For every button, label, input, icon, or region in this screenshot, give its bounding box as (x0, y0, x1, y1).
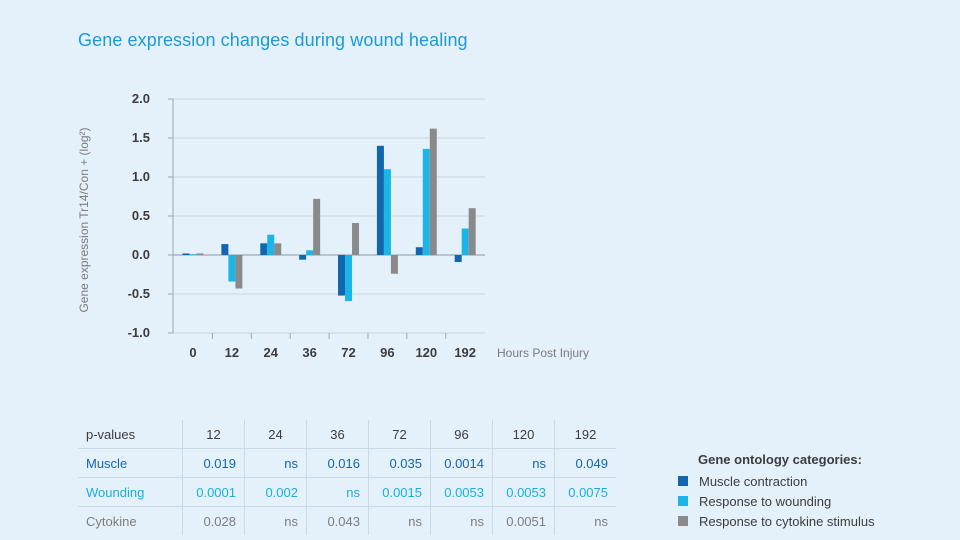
bar-1-120 (422, 148, 430, 255)
table-cell: 0.0014 (430, 448, 493, 478)
table-cell: 0.028 (182, 506, 245, 535)
bar-1-36 (306, 250, 314, 255)
table-row: Muscle 0.019 ns 0.016 0.035 0.0014 ns 0.049 (78, 448, 616, 478)
table-cell: ns (244, 448, 307, 478)
chart-title: Gene expression changes during wound hea… (78, 30, 468, 50)
bar-2-36 (313, 198, 321, 255)
table-header-cell: 120 (492, 420, 555, 449)
legend-swatch (678, 516, 688, 526)
table-header-row: p-values 12 24 36 72 96 120 192 (78, 420, 616, 449)
y-tick-label: 1.5 (132, 130, 150, 145)
table-header-cell: p-values (78, 420, 183, 449)
table-cell: 0.049 (554, 448, 616, 478)
y-tick-label: 2.0 (132, 91, 150, 106)
bar-2-120 (429, 128, 437, 255)
x-tick-label: 0 (189, 345, 196, 360)
table-cell: ns (430, 506, 493, 535)
bar-1-24 (267, 234, 275, 255)
x-axis-label: Hours Post Injury (497, 346, 589, 360)
table-cell: 0.016 (306, 448, 369, 478)
table-cell: 0.0051 (492, 506, 555, 535)
bar-0-12 (221, 244, 229, 255)
x-tick-label: 72 (341, 345, 355, 360)
bar-2-72 (352, 223, 360, 255)
table-row-label: Cytokine (86, 513, 137, 529)
legend-label: Response to wounding (699, 493, 832, 509)
x-tick-label: 120 (415, 345, 437, 360)
gridlines (168, 98, 485, 339)
legend: Gene ontology categories: Muscle contrac… (678, 452, 875, 531)
bar-2-12 (235, 255, 243, 289)
legend-label: Response to cytokine stimulus (699, 513, 875, 529)
bar-0-192 (454, 255, 462, 263)
legend-item: Response to cytokine stimulus (678, 511, 875, 531)
y-tick-label: -1.0 (128, 325, 150, 340)
table-header-cell: 36 (306, 420, 369, 449)
table-row-label: Wounding (78, 477, 183, 507)
table-cell: 0.019 (182, 448, 245, 478)
x-tick-label: 192 (454, 345, 476, 360)
legend-swatch (678, 476, 688, 486)
bar-1-12 (228, 255, 236, 282)
p-values-table: p-values 12 24 36 72 96 120 192 Muscle 0.019 ns 0.0… (78, 420, 616, 535)
y-tick-label: 0.5 (132, 208, 150, 223)
table-cell: 0.0053 (430, 477, 493, 507)
table-header-cell: 12 (182, 420, 245, 449)
table-cell: 0.002 (244, 477, 307, 507)
x-tick-label: 36 (302, 345, 316, 360)
y-tick-label: 1.0 (132, 169, 150, 184)
bar-2-192 (468, 208, 476, 255)
bar-0-120 (415, 247, 423, 255)
bar-1-192 (461, 228, 469, 255)
bar-0-36 (299, 255, 307, 260)
y-tick-labels: 2.0 1.5 1.0 0.5 0.0 -0.5 -1.0 (128, 91, 150, 340)
legend-swatch (678, 496, 688, 506)
bar-0-0 (182, 253, 190, 255)
table-row-label: Muscle (78, 448, 183, 478)
x-tick-labels: 0 12 24 36 72 96 120 192 (189, 345, 476, 360)
table-cell: ns (554, 506, 616, 535)
x-tick-label: 12 (225, 345, 239, 360)
table-cell: ns (306, 477, 369, 507)
table-header-cell: 72 (368, 420, 431, 449)
table-cell: 0.0075 (554, 477, 616, 507)
bar-2-96 (390, 255, 398, 274)
legend-label: Muscle contraction (699, 473, 808, 489)
y-tick-label: 0.0 (132, 247, 150, 262)
bar-0-24 (260, 243, 268, 255)
table-header-cell: 96 (430, 420, 493, 449)
table-cell: 0.0001 (182, 477, 245, 507)
bar-1-96 (383, 169, 391, 255)
y-tick-label: -0.5 (128, 286, 150, 301)
bar-1-0 (189, 254, 197, 256)
bar-2-0 (196, 253, 204, 255)
legend-item: Muscle contraction (678, 471, 875, 491)
table-cell: ns (244, 506, 307, 535)
table-row: Wounding 0.0001 0.002 ns 0.0015 0.0053 0.0053 0… (78, 477, 616, 507)
table-cell: 0.043 (306, 506, 369, 535)
bar-2-24 (274, 243, 282, 255)
y-axis-label: Gene expression Tr14/Con + (log²) (77, 127, 91, 312)
x-tick-label: 96 (380, 345, 394, 360)
bar-chart: 2.0 1.5 1.0 0.5 0.0 -0.5 -1.0 0 12 24 36 72 96 120 19… (77, 91, 589, 360)
table-cell: 0.035 (368, 448, 431, 478)
table-cell: ns (368, 506, 431, 535)
table-cell: ns (492, 448, 555, 478)
bar-0-72 (338, 255, 346, 296)
legend-title: Gene ontology categories: (698, 452, 862, 467)
table-cell: 0.0053 (492, 477, 555, 507)
bar-1-72 (345, 255, 353, 302)
x-tick-label: 24 (264, 345, 279, 360)
bar-0-96 (376, 145, 384, 255)
table-cell: 0.0015 (368, 477, 431, 507)
table-header-cell: 24 (244, 420, 307, 449)
legend-item: Response to wounding (678, 491, 875, 511)
table-header-cell: 192 (554, 420, 616, 449)
table-row: Cytokine 0.028 ns 0.043 ns ns 0.0051 ns (78, 506, 616, 535)
bars (182, 128, 476, 302)
